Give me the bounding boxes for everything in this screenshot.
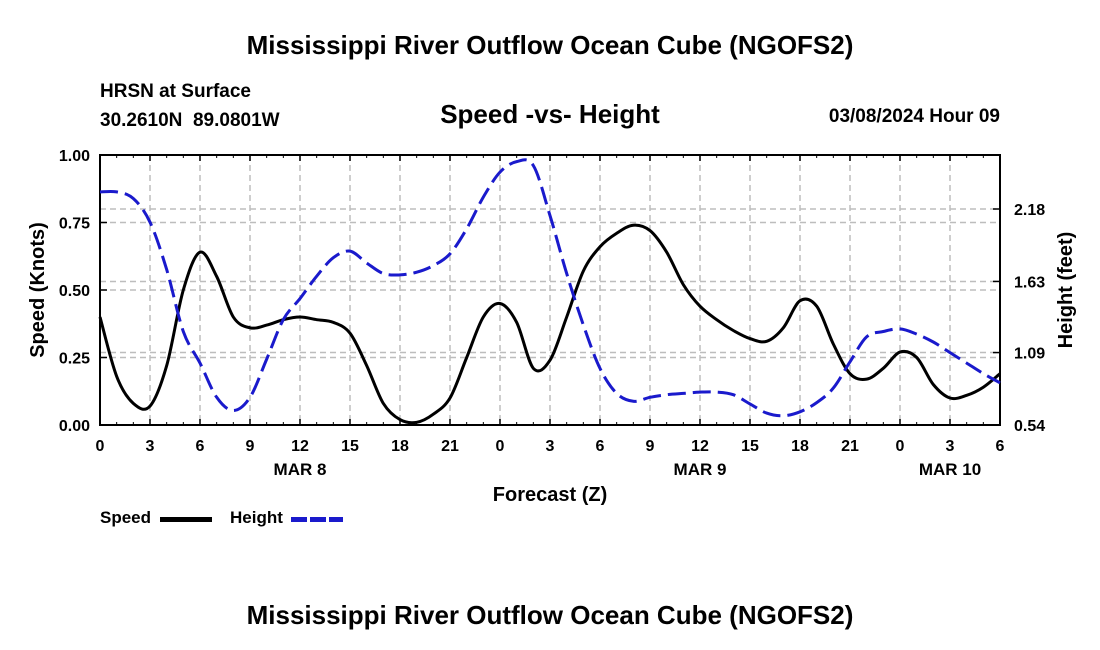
chart-series [98,158,1001,425]
legend-height-label: Height [230,508,283,527]
chart-subtitle: Speed -vs- Height [440,99,660,129]
x-tick-label: 21 [841,438,859,455]
x-tick-label: 3 [946,438,955,455]
legend-speed-swatch [160,517,212,522]
station-name: HRSN at Surface [100,81,251,102]
chart-grid [100,155,1000,425]
x-tick-label: 0 [896,438,905,455]
day-label: MAR 8 [274,460,327,479]
y-right-tick-label: 1.63 [1014,274,1045,291]
station-info: HRSN at Surface 30.2610N 89.0801W [100,77,280,135]
x-tick-label: 15 [741,438,759,455]
day-label: MAR 10 [919,460,981,479]
x-tick-label: 18 [391,438,409,455]
y-left-tick-label: 0.75 [59,216,90,233]
x-tick-label: 6 [196,438,205,455]
plot-frame [99,154,1001,426]
x-tick-label: 0 [96,438,105,455]
speed-line [98,223,1001,425]
x-axis-title: Forecast (Z) [493,484,607,506]
x-tick-label: 6 [596,438,605,455]
x-tick-label: 15 [341,438,359,455]
y-left-tick-label: 0.00 [59,418,90,435]
chart-axes [99,154,1001,426]
x-tick-label: 6 [996,438,1005,455]
y-left-axis-title: Speed (Knots) [27,222,49,358]
y-right-tick-label: 0.54 [1014,418,1045,435]
x-tick-label: 9 [246,438,255,455]
forecast-datetime: 03/08/2024 Hour 09 [828,106,1000,127]
x-tick-label: 21 [441,438,459,455]
x-tick-label: 12 [691,438,709,455]
footer-title: Mississippi River Outflow Ocean Cube (NG… [246,600,854,630]
chart-title: Mississippi River Outflow Ocean Cube (NG… [246,30,854,60]
y-left-tick-label: 1.00 [59,148,90,165]
station-coordinates: 30.2610N 89.0801W [100,110,280,131]
height-line [99,158,1001,418]
y-left-tick-label: 0.25 [59,351,90,368]
x-tick-label: 9 [646,438,655,455]
x-tick-label: 0 [496,438,505,455]
legend-height-swatch [291,517,343,522]
chart-labels: 0 3 6 9 12 15 18 21 0 3 6 9 12 15 18 21 0 3 6 MAR 8 MAR 9 MAR… [27,148,1077,506]
y-right-tick-label: 2.18 [1014,202,1045,219]
x-tick-label: 3 [546,438,555,455]
x-tick-label: 12 [291,438,309,455]
x-tick-label: 3 [146,438,155,455]
y-right-tick-label: 1.09 [1014,346,1045,363]
legend-speed-label: Speed [100,508,152,527]
y-left-tick-label: 0.50 [59,283,90,300]
day-label: MAR 9 [674,460,727,479]
x-tick-label: 18 [791,438,809,455]
y-right-axis-title: Height (feet) [1055,232,1077,349]
